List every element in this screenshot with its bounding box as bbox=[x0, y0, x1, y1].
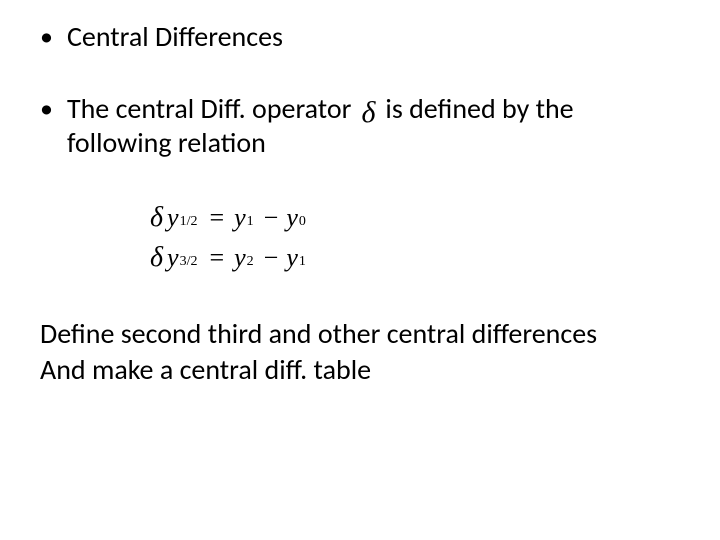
eq-sub: 1 bbox=[299, 242, 306, 282]
equals-sign: = bbox=[209, 238, 224, 278]
delta-icon: δ bbox=[150, 198, 163, 238]
bullet-dot-icon: • bbox=[40, 92, 53, 124]
delta-operator-icon: δ bbox=[361, 98, 375, 128]
delta-icon: δ bbox=[150, 238, 163, 278]
bullet-2-line1: The central Diff. operator δ is defined … bbox=[67, 92, 680, 126]
bullet-2-pre: The central Diff. operator bbox=[67, 92, 351, 126]
eq-sub: 2 bbox=[247, 242, 254, 282]
slide-root: • Central Differences • The central Diff… bbox=[0, 0, 720, 540]
eq-sub: 3/2 bbox=[180, 242, 198, 282]
eq-sub: 1 bbox=[247, 202, 254, 242]
eq-y: y bbox=[234, 238, 246, 278]
bullet-2-line2: following relation bbox=[67, 126, 680, 160]
closing-line-1: Define second third and other central di… bbox=[40, 316, 680, 352]
equation-row-1: δ y 1/2 = y 1 − y 0 bbox=[150, 198, 680, 238]
eq-y: y bbox=[234, 198, 246, 238]
eq-y: y bbox=[286, 238, 298, 278]
eq-y: y bbox=[167, 238, 179, 278]
minus-sign: − bbox=[264, 198, 279, 238]
eq-y: y bbox=[286, 198, 298, 238]
bullet-item-2: • The central Diff. operator δ is define… bbox=[40, 92, 680, 160]
equations-block: δ y 1/2 = y 1 − y 0 δ y 3/2 = y 2 − y 1 bbox=[150, 198, 680, 278]
bullet-dot-icon: • bbox=[40, 20, 53, 52]
closing-line-2: And make a central diff. table bbox=[40, 352, 680, 388]
eq-sub: 1/2 bbox=[180, 202, 198, 242]
bullet-2-post: is defined by the bbox=[385, 92, 573, 126]
eq-y: y bbox=[167, 198, 179, 238]
eq-sub: 0 bbox=[299, 202, 306, 242]
equals-sign: = bbox=[209, 198, 224, 238]
bullet-item-1: • Central Differences bbox=[40, 20, 680, 54]
minus-sign: − bbox=[264, 238, 279, 278]
bullet-2-block: The central Diff. operator δ is defined … bbox=[67, 92, 680, 160]
closing-block: Define second third and other central di… bbox=[40, 316, 680, 388]
bullet-1-text: Central Differences bbox=[67, 20, 680, 54]
equation-row-2: δ y 3/2 = y 2 − y 1 bbox=[150, 238, 680, 278]
